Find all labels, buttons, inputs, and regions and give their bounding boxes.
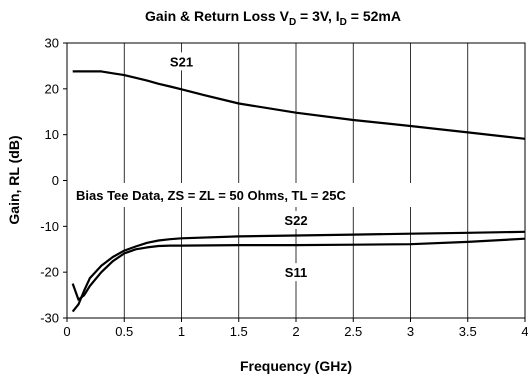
y-tick-label: 30 <box>45 36 59 51</box>
series-label-bg-s22 <box>279 210 313 229</box>
series-lines <box>71 70 526 313</box>
x-tick-label: 1 <box>178 324 185 339</box>
x-axis-label: Frequency (GHz) <box>240 358 352 374</box>
series-label-s22: S22 <box>284 213 307 228</box>
y-axis-label: Gain, RL (dB) <box>6 135 22 224</box>
annotation-box <box>72 183 428 207</box>
x-tick-labels: 0 0.5 1 1.5 2 2.5 3 3.5 4 <box>63 324 528 339</box>
series-line-s21 <box>72 70 526 140</box>
y-tick-label: -30 <box>40 311 59 326</box>
x-tick-label: 4 <box>521 324 528 339</box>
x-tick-label: 0.5 <box>115 324 133 339</box>
series-labels: S21 S22 S11 <box>164 52 313 282</box>
series-line-s22 <box>71 230 526 313</box>
x-tick-label: 3 <box>407 324 414 339</box>
series-label-bg-s21 <box>164 52 199 71</box>
annotation-text: Bias Tee Data, ZS = ZL = 50 Ohms, TL = 2… <box>76 188 346 203</box>
series-label-bg-s11 <box>279 263 313 282</box>
x-tick-label: 3.5 <box>459 324 477 339</box>
y-tick-label: 0 <box>52 173 59 188</box>
x-tick-label: 2.5 <box>344 324 362 339</box>
series-label-s21: S21 <box>170 54 193 69</box>
y-tick-label: 10 <box>45 127 59 142</box>
x-tick-label: 2 <box>292 324 299 339</box>
series-line-s11 <box>71 237 526 301</box>
y-tick-label: -10 <box>40 219 59 234</box>
x-tick-label: 1.5 <box>230 324 248 339</box>
y-tick-label: -20 <box>40 265 59 280</box>
y-tick-label: 20 <box>45 81 59 96</box>
x-tick-label: 0 <box>63 324 70 339</box>
axis-ticks <box>63 42 526 322</box>
chart-title: Gain & Return Loss VD = 3V, ID = 52mA <box>145 8 401 28</box>
series-label-s11: S11 <box>285 265 307 280</box>
y-tick-labels: 30 20 10 0 -10 -20 -30 <box>40 36 59 326</box>
